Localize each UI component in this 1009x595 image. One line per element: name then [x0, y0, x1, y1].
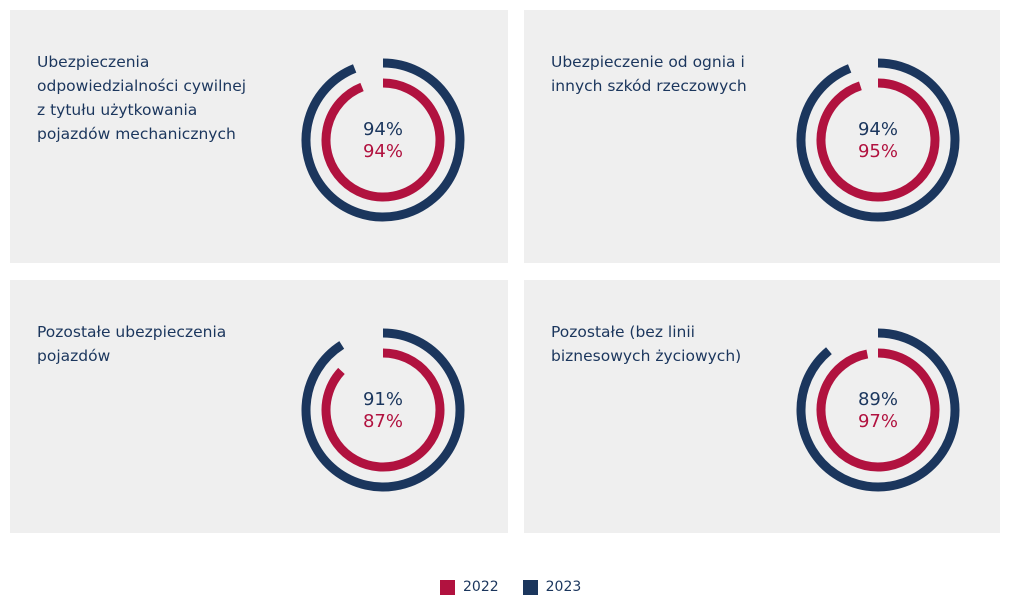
panel: Pozostałe (bez linii biznesowych życiowy…	[524, 280, 1000, 533]
panel-title: Pozostałe (bez linii biznesowych życiowy…	[551, 323, 742, 365]
value-label: 95%	[858, 141, 898, 162]
ring-arc	[796, 58, 960, 222]
legend-swatch	[522, 579, 538, 595]
legend-label: 2023	[545, 579, 582, 595]
value-label: 94%	[363, 141, 403, 162]
value-label: 94%	[858, 119, 898, 140]
legend-swatch	[440, 579, 455, 595]
value-label: 97%	[858, 411, 898, 432]
ring-arc	[321, 78, 445, 202]
gauge: 94%95%	[796, 58, 960, 222]
ring-arc	[816, 348, 940, 472]
panel: Pozostałe ubezpieczenia pojazdów 91% 87%	[10, 280, 508, 533]
ring-arc	[301, 58, 465, 222]
gauge: 94%94%	[301, 58, 465, 222]
panel: Ubezpieczenia odpowiedzialności cywilnej…	[10, 10, 508, 263]
value-label: 91%	[363, 389, 403, 410]
value-label: 89%	[858, 389, 898, 410]
gauge: 89%97%	[796, 328, 960, 492]
value-label: 87%	[363, 411, 403, 432]
legend: 2022 2023	[440, 579, 581, 595]
value-label: 94%	[363, 119, 403, 140]
gauge: 91%87%	[301, 328, 465, 492]
ring-arc	[816, 78, 940, 202]
panel-title: Pozostałe ubezpieczenia pojazdów	[37, 323, 227, 365]
panel-title: Ubezpieczenia odpowiedzialności cywilnej…	[37, 53, 247, 143]
ring-arc	[796, 328, 960, 492]
ring-arc	[301, 328, 465, 492]
panel-title: Ubezpieczenie od ognia i innych szkód rz…	[551, 53, 747, 95]
legend-label: 2022	[463, 579, 499, 595]
panel: Ubezpieczenie od ognia i innych szkód rz…	[524, 10, 1000, 263]
ring-arc	[321, 348, 445, 472]
